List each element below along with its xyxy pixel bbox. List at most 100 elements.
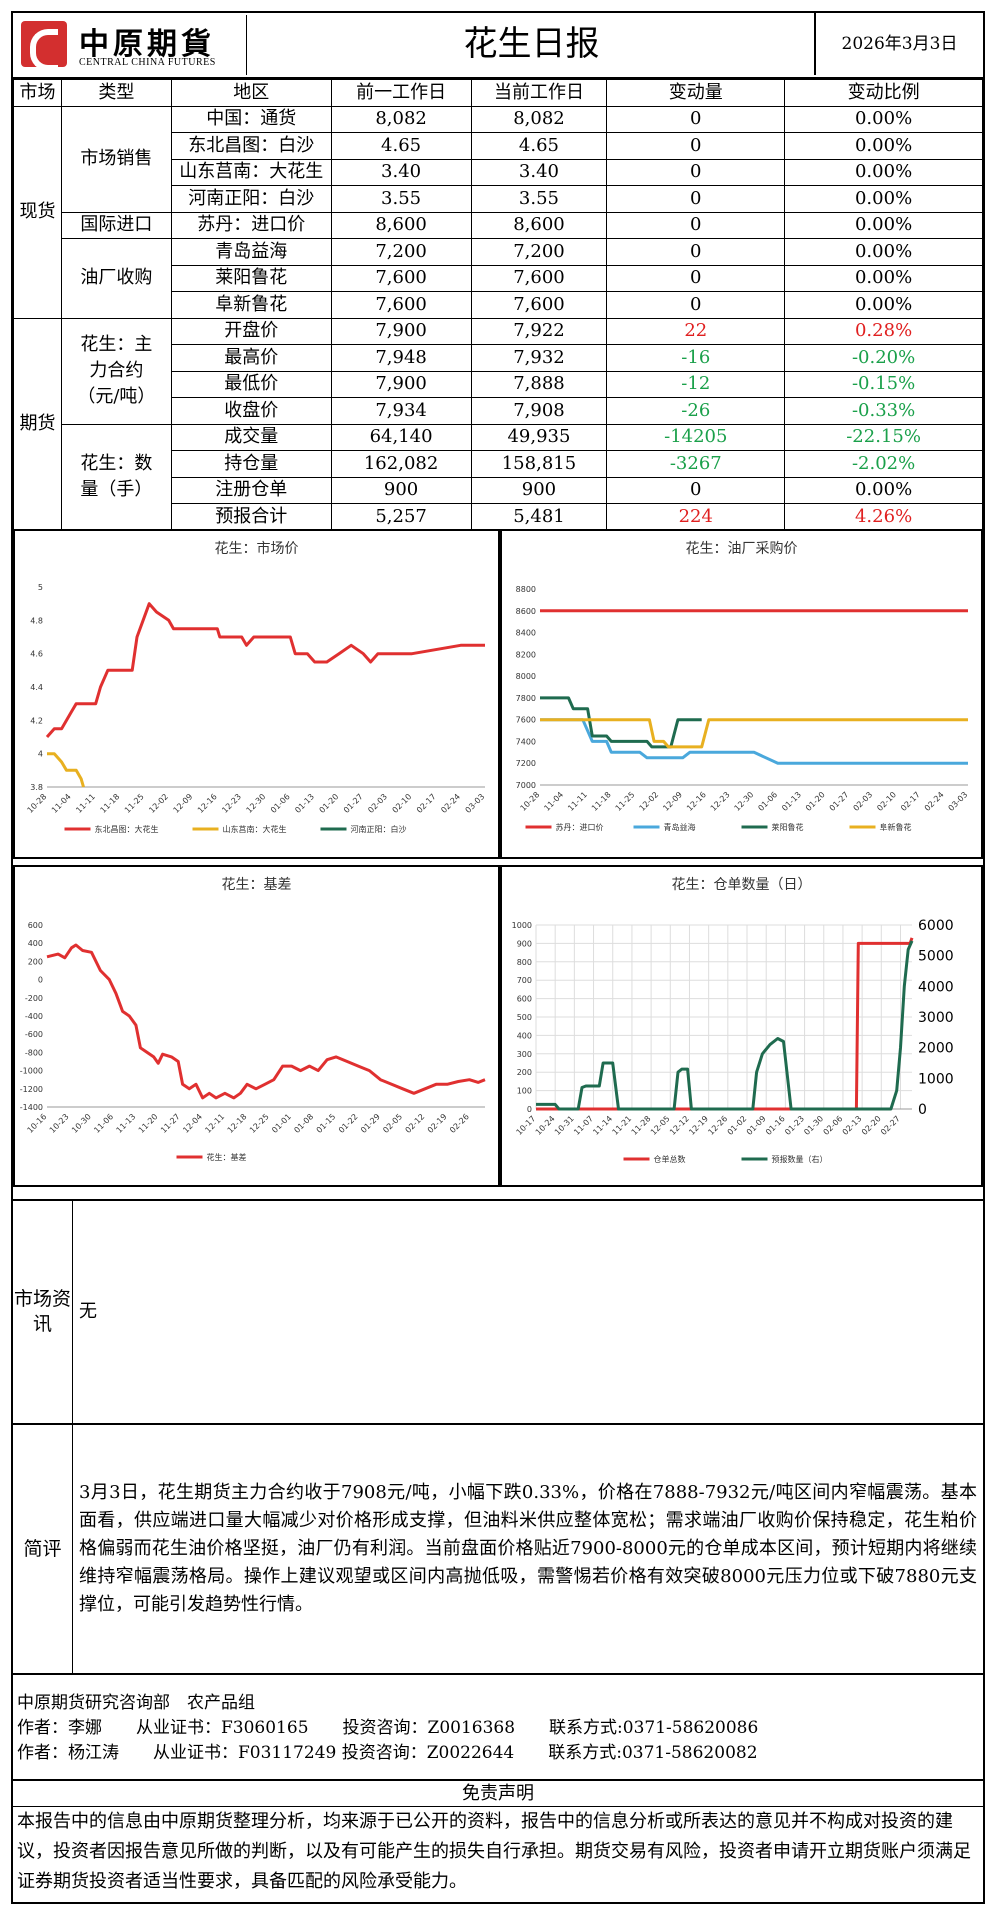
x-tick-label: 12-30 bbox=[733, 790, 756, 813]
series-line bbox=[536, 940, 914, 1111]
x-tick-label: 11-13 bbox=[115, 1112, 138, 1135]
legend-label: 花生：基差 bbox=[207, 1152, 247, 1162]
prev-cell: 64,140 bbox=[330, 423, 472, 451]
prev-cell: 8,082 bbox=[330, 105, 472, 133]
y-tick-label: 7600 bbox=[516, 716, 536, 725]
table-row: 花生：数量（手） 成交量 64,140 49,935 -14205 -22.15% bbox=[14, 423, 983, 531]
y-tick-label: 500 bbox=[517, 1013, 532, 1022]
disclaimer-title: 免责声明 bbox=[13, 1779, 983, 1807]
y-tick-label: -1000 bbox=[20, 1067, 43, 1076]
curr-cell: 49,935 bbox=[470, 423, 608, 451]
col-header: 市场 bbox=[13, 79, 62, 107]
prev-cell: 4.65 bbox=[330, 132, 472, 160]
x-tick-label: 01-02 bbox=[726, 1114, 749, 1137]
charts-area: 花生：市场价 3.8 4 4.2 4.4 4.6 4.8 5 10-28 11-04 11-11 11… bbox=[13, 529, 983, 1189]
x-tick-label: 01-27 bbox=[828, 790, 851, 813]
prev-cell: 7,948 bbox=[330, 344, 472, 372]
x-tick-label: 02-06 bbox=[822, 1114, 845, 1137]
pct-cell: 0.00% bbox=[784, 132, 983, 160]
x-tick-label: 01-15 bbox=[315, 1112, 338, 1135]
market-cell: 期货 bbox=[13, 317, 62, 531]
x-tick-label: 02-20 bbox=[860, 1114, 883, 1137]
curr-cell: 900 bbox=[470, 476, 608, 504]
y-tick-label: 8800 bbox=[516, 585, 536, 594]
x-tick-label: 01-30 bbox=[802, 1114, 825, 1137]
x-tick-label: 02-27 bbox=[879, 1114, 902, 1137]
series-line bbox=[540, 718, 968, 765]
curr-cell: 7,600 bbox=[470, 264, 608, 292]
x-tick-label: 02-17 bbox=[899, 790, 922, 813]
x-tick-label: 02-03 bbox=[851, 790, 874, 813]
region-cell: 山东莒南：大花生 bbox=[170, 158, 332, 186]
y2-tick-label: 6000 bbox=[918, 918, 954, 934]
table-row: 油厂收购 青岛益海 7,200 7,200 0 0.00% bbox=[14, 238, 983, 319]
region-cell: 成交量 bbox=[170, 423, 332, 451]
company-logo: 中原期貨 CENTRAL CHINA FUTURES bbox=[15, 15, 247, 75]
chg-cell: 0 bbox=[606, 264, 786, 292]
x-tick-label: 02-19 bbox=[426, 1112, 449, 1135]
x-tick-label: 12-12 bbox=[668, 1114, 691, 1137]
y-tick-label: 7400 bbox=[516, 737, 536, 746]
chg-cell: 0 bbox=[606, 158, 786, 186]
region-cell: 开盘价 bbox=[170, 317, 332, 345]
x-tick-label: 11-21 bbox=[611, 1114, 634, 1137]
prev-cell: 7,600 bbox=[330, 264, 472, 292]
pct-cell: -2.02% bbox=[784, 450, 983, 478]
chart-oil-mill-price-svg: 花生：油厂采购价 7000 7200 7400 7600 7800 8000 8200 8400… bbox=[516, 541, 970, 832]
x-tick-label: 11-25 bbox=[123, 792, 146, 815]
y-tick-label: 700 bbox=[517, 976, 532, 985]
curr-cell: 8,082 bbox=[470, 105, 608, 133]
prev-cell: 7,900 bbox=[330, 317, 472, 345]
x-tick-label: 10-23 bbox=[48, 1112, 71, 1135]
x-tick-label: 01-13 bbox=[293, 792, 316, 815]
y-tick-label: 600 bbox=[28, 921, 43, 930]
table-row: 预报合计 5,257 5,481 224 4.26% bbox=[14, 503, 983, 531]
x-tick-label: 10-31 bbox=[553, 1114, 576, 1137]
series-line bbox=[46, 943, 486, 1100]
logo-cn-text: 中原期貨 bbox=[79, 27, 215, 62]
x-tick-label: 12-25 bbox=[248, 1112, 271, 1135]
y-tick-label: -600 bbox=[25, 1030, 43, 1039]
x-tick-label: 01-22 bbox=[337, 1112, 360, 1135]
chart-basis: 花生：基差 -1400 -1200 -1000 -800 -600 -400 -200 0 200… bbox=[13, 865, 500, 1187]
curr-cell: 158,815 bbox=[470, 450, 608, 478]
col-header: 前一工作日 bbox=[330, 79, 472, 107]
chg-cell: 0 bbox=[606, 185, 786, 213]
x-tick-label: 02-05 bbox=[381, 1112, 404, 1135]
x-tick-label: 12-26 bbox=[706, 1114, 729, 1137]
y-tick-label: 7800 bbox=[516, 694, 536, 703]
y-tick-label: 400 bbox=[517, 1031, 532, 1040]
region-cell: 莱阳鲁花 bbox=[170, 264, 332, 292]
author-line: 作者：杨江涛 从业证书：F03117249 投资咨询：Z0022644 联系方式… bbox=[17, 1743, 758, 1763]
chart-market-price: 花生：市场价 3.8 4 4.2 4.4 4.6 4.8 5 10-28 11-04 11-11 11… bbox=[13, 529, 500, 859]
prev-cell: 900 bbox=[330, 476, 472, 504]
series-line bbox=[540, 696, 702, 749]
chg-cell: -26 bbox=[606, 397, 786, 425]
chg-cell: 0 bbox=[606, 476, 786, 504]
pct-cell: -0.33% bbox=[784, 397, 983, 425]
y2-tick-label: 1000 bbox=[918, 1071, 954, 1087]
x-tick-label: 10-28 bbox=[26, 792, 49, 815]
x-tick-label: 01-09 bbox=[745, 1114, 768, 1137]
x-tick-label: 12-11 bbox=[203, 1112, 226, 1135]
type-cell: 花生：数量（手） bbox=[60, 423, 172, 531]
curr-cell: 7,888 bbox=[470, 370, 608, 398]
y2-tick-label: 4000 bbox=[918, 979, 954, 995]
prev-cell: 3.40 bbox=[330, 158, 472, 186]
curr-cell: 3.55 bbox=[470, 185, 608, 213]
region-cell: 最低价 bbox=[170, 370, 332, 398]
report-frame: 中原期貨 CENTRAL CHINA FUTURES 花生日报 2026年3月3… bbox=[11, 11, 985, 1904]
prev-cell: 3.55 bbox=[330, 185, 472, 213]
col-header: 当前工作日 bbox=[470, 79, 608, 107]
x-tick-label: 01-16 bbox=[764, 1114, 787, 1137]
chg-cell: 224 bbox=[606, 503, 786, 531]
x-tick-label: 12-18 bbox=[226, 1112, 249, 1135]
region-cell: 持仓量 bbox=[170, 450, 332, 478]
pct-cell: 0.28% bbox=[784, 317, 983, 345]
x-tick-label: 11-18 bbox=[99, 792, 122, 815]
x-tick-label: 11-18 bbox=[590, 790, 613, 813]
chg-cell: -3267 bbox=[606, 450, 786, 478]
chg-cell: 0 bbox=[606, 211, 786, 239]
region-cell: 最高价 bbox=[170, 344, 332, 372]
x-tick-label: 02-17 bbox=[415, 792, 438, 815]
